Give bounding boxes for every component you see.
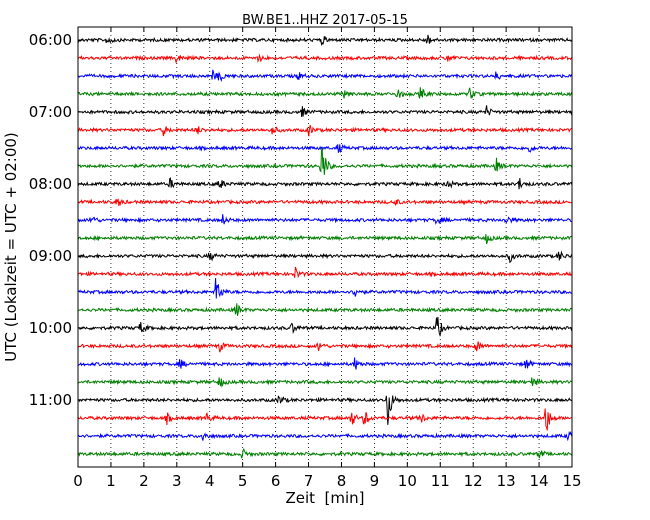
trace-line-10:30: [77, 357, 572, 370]
trace-line-11:00: [77, 395, 573, 425]
x-tick-label: 0: [73, 472, 83, 490]
trace-line-07:30: [77, 144, 573, 154]
trace-line-11:45: [77, 447, 573, 459]
y-tick-labels: 06:00 07:00 08:00 09:00 10:00 11:00: [29, 31, 72, 409]
x-tick-label: 1: [106, 472, 116, 490]
trace-line-07:15: [77, 124, 573, 137]
x-tick-label: 7: [304, 472, 314, 490]
trace-line-09:00: [77, 250, 573, 264]
y-tick-label: 09:00: [29, 247, 72, 265]
x-axis-label: Zeit [min]: [285, 489, 364, 507]
trace-line-08:15: [77, 198, 573, 207]
trace-line-07:00: [77, 105, 573, 117]
x-tick-label: 5: [238, 472, 248, 490]
trace-line-10:00: [77, 316, 573, 337]
plot-frame: [77, 26, 573, 468]
trace-line-10:15: [77, 341, 573, 353]
x-tick-label: 4: [205, 472, 215, 490]
x-tick-labels: 0 1 2 3 4 5 6 7 8 9 10 11 12 13 14 15: [73, 472, 581, 490]
trace-line-06:15: [77, 53, 573, 64]
trace-line-08:00: [77, 177, 573, 190]
y-tick-label: 08:00: [29, 175, 72, 193]
y-tick-label: 11:00: [29, 391, 72, 409]
trace-line-08:45: [77, 234, 573, 245]
trace-line-10:45: [77, 377, 573, 388]
x-tick-label: 15: [562, 472, 581, 490]
y-tick-label: 07:00: [29, 103, 72, 121]
y-tick-label: 06:00: [29, 31, 72, 49]
trace-line-07:45: [77, 147, 573, 175]
x-tick-label: 6: [271, 472, 281, 490]
x-tick-label: 14: [530, 472, 549, 490]
x-tick-label: 8: [337, 472, 347, 490]
trace-line-09:30: [77, 277, 573, 299]
trace-line-06:45: [77, 87, 573, 99]
x-tick-label: 13: [497, 472, 516, 490]
x-tick-label: 11: [431, 472, 450, 490]
x-tick-label: 10: [398, 472, 417, 490]
vertical-grid: [110, 27, 540, 467]
x-tick-label: 2: [139, 472, 149, 490]
y-tick-label: 10:00: [29, 319, 72, 337]
seismogram-traces: [77, 34, 573, 459]
trace-line-09:45: [77, 303, 573, 316]
trace-line-09:15: [77, 266, 573, 279]
trace-line-06:00: [77, 34, 573, 47]
x-tick-label: 3: [172, 472, 182, 490]
trace-line-08:30: [77, 214, 573, 225]
trace-line-11:30: [77, 430, 573, 442]
trace-line-11:15: [77, 408, 573, 431]
trace-line-06:30: [77, 69, 573, 83]
y-axis-label: UTC (Lokalzeit = UTC + 02:00): [2, 132, 20, 362]
chart-title: BW.BE1..HHZ 2017-05-15: [242, 13, 408, 28]
x-tick-label: 12: [464, 472, 483, 490]
x-tick-label: 9: [370, 472, 380, 490]
